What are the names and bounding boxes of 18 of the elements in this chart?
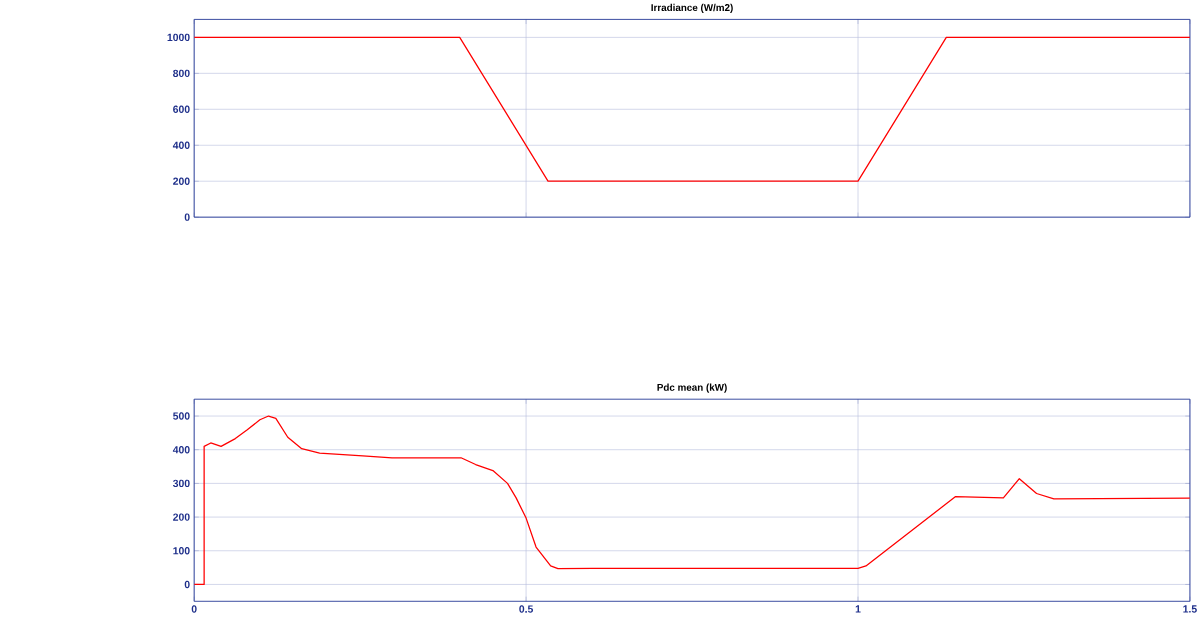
y-tick-label: 400 — [172, 446, 190, 454]
y-tick-label: 0 — [184, 213, 190, 222]
x-tick-label: 1 — [855, 605, 861, 613]
y-tick-label: 400 — [172, 141, 190, 150]
chart-title: Pdc mean (kW) — [657, 383, 727, 393]
y-tick-label: 100 — [173, 547, 190, 555]
y-tick-label: 800 — [173, 69, 190, 78]
y-tick-label: 300 — [172, 479, 190, 488]
x-tick-label: 0 — [191, 605, 197, 613]
x-tick-label: 1.5 — [1183, 605, 1197, 613]
x-tick-label: 0.5 — [519, 605, 534, 613]
y-tick-label: 0 — [184, 580, 190, 589]
y-tick-label: 500 — [173, 412, 190, 420]
chart-title: Irradiance (W/m2) — [651, 4, 733, 14]
y-tick-label: 600 — [173, 105, 190, 114]
y-tick-label: 1000 — [167, 33, 190, 42]
y-tick-label: 200 — [173, 177, 190, 186]
y-tick-label: 200 — [173, 513, 190, 521]
